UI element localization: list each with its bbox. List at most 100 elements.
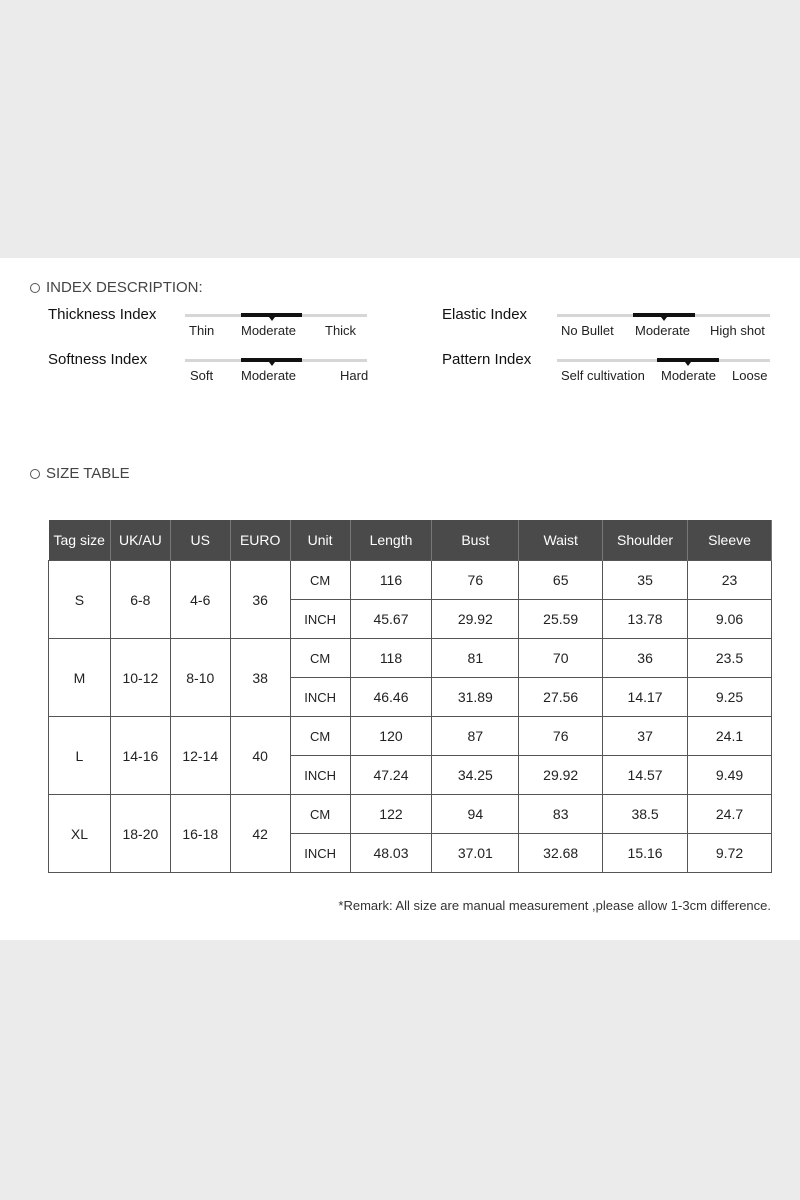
- cell-cm: 23: [687, 560, 772, 600]
- cell-inch: 9.06: [687, 599, 772, 639]
- cell-cm: 76: [431, 560, 520, 600]
- index-name: Elastic Index: [442, 306, 528, 323]
- cell-cm: 120: [349, 716, 433, 756]
- index-marker: [241, 358, 302, 366]
- index-name: Thickness Index: [48, 306, 157, 323]
- column-header: Shoulder: [602, 520, 689, 561]
- cell-cm: 24.1: [687, 716, 772, 756]
- cell-tag: S: [48, 560, 111, 639]
- cell-cm: 94: [431, 794, 520, 834]
- table-row: XL 18-20 16-18 42 CM 122 94 83 38.5 24.7: [48, 794, 772, 873]
- cell-inch: 27.56: [518, 677, 604, 717]
- index-section-header: INDEX DESCRIPTION:: [30, 279, 203, 296]
- index-marker: [241, 313, 302, 321]
- cell-tag: XL: [48, 794, 111, 873]
- cell-inch: 13.78: [602, 599, 689, 639]
- cell-inch: 29.92: [518, 755, 604, 795]
- index-scale: [557, 358, 770, 366]
- column-header: Length: [350, 520, 433, 561]
- table-row: INCH 46.46 31.89 27.56 14.17 9.25: [49, 677, 772, 717]
- table-row: INCH 47.24 34.25 29.92 14.57 9.49: [49, 755, 772, 795]
- cell-unit: INCH: [289, 755, 351, 795]
- table-row: INCH 45.67 29.92 25.59 13.78 9.06: [49, 599, 772, 639]
- cell-cm: 116: [349, 560, 433, 600]
- column-header: Sleeve: [687, 520, 772, 561]
- column-header: Unit: [290, 520, 351, 561]
- cell-cm: 65: [518, 560, 604, 600]
- size-section-title: SIZE TABLE: [46, 465, 130, 482]
- remark-note: *Remark: All size are manual measurement…: [338, 898, 771, 913]
- index-option: Thin: [189, 323, 215, 338]
- cell-unit: INCH: [289, 833, 351, 873]
- cell-inch: 34.25: [431, 755, 520, 795]
- index-name: Softness Index: [48, 351, 148, 368]
- cell-cm: 24.7: [687, 794, 772, 834]
- cell-us: 8-10: [169, 638, 231, 717]
- index-option: Self cultivation: [561, 368, 645, 383]
- cell-euro: 40: [229, 716, 291, 795]
- cell-inch: 15.16: [602, 833, 689, 873]
- size-table: Tag size UK/AU US EURO Unit Length Bust Waist Sh…: [48, 520, 772, 873]
- column-header: UK/AU: [110, 520, 171, 561]
- cell-unit: INCH: [289, 599, 351, 639]
- cell-inch: 45.67: [349, 599, 433, 639]
- cell-unit: CM: [289, 560, 351, 600]
- index-option: Thick: [325, 323, 357, 338]
- cell-uk: 6-8: [109, 560, 171, 639]
- table-row: INCH 48.03 37.01 32.68 15.16 9.72: [49, 833, 772, 873]
- column-header: Waist: [518, 520, 604, 561]
- cell-cm: 118: [349, 638, 433, 678]
- index-marker: [633, 313, 695, 321]
- cell-us: 4-6: [169, 560, 231, 639]
- column-header: US: [170, 520, 231, 561]
- cell-inch: 48.03: [349, 833, 433, 873]
- cell-cm: 23.5: [687, 638, 772, 678]
- cell-inch: 9.49: [687, 755, 772, 795]
- index-option: Loose: [732, 368, 768, 383]
- cell-cm: 36: [602, 638, 689, 678]
- index-option: Hard: [340, 368, 369, 383]
- cell-inch: 14.57: [602, 755, 689, 795]
- cell-unit: CM: [289, 794, 351, 834]
- cell-us: 16-18: [169, 794, 231, 873]
- cell-unit: INCH: [289, 677, 351, 717]
- cell-tag: M: [48, 638, 111, 717]
- cell-cm: 83: [518, 794, 604, 834]
- circle-bullet-icon: [30, 282, 40, 293]
- cell-cm: 122: [349, 794, 433, 834]
- index-option: Soft: [190, 368, 214, 383]
- cell-cm: 81: [431, 638, 520, 678]
- index-scale: [185, 358, 367, 366]
- column-header: Bust: [431, 520, 520, 561]
- cell-inch: 31.89: [431, 677, 520, 717]
- index-option: Moderate: [241, 323, 296, 338]
- column-header: Tag size: [48, 520, 111, 561]
- cell-unit: CM: [289, 716, 351, 756]
- cell-inch: 25.59: [518, 599, 604, 639]
- column-header: EURO: [230, 520, 291, 561]
- index-option: No Bullet: [561, 323, 614, 338]
- cell-cm: 76: [518, 716, 604, 756]
- cell-cm: 87: [431, 716, 520, 756]
- cell-euro: 36: [229, 560, 291, 639]
- cell-uk: 10-12: [109, 638, 171, 717]
- cell-inch: 37.01: [431, 833, 520, 873]
- index-option: Moderate: [635, 323, 690, 338]
- cell-cm: 35: [602, 560, 689, 600]
- cell-inch: 47.24: [349, 755, 433, 795]
- cell-uk: 14-16: [109, 716, 171, 795]
- cell-uk: 18-20: [109, 794, 171, 873]
- cell-inch: 29.92: [431, 599, 520, 639]
- cell-cm: 38.5: [602, 794, 689, 834]
- cell-unit: CM: [289, 638, 351, 678]
- cell-inch: 32.68: [518, 833, 604, 873]
- cell-us: 12-14: [169, 716, 231, 795]
- cell-euro: 42: [229, 794, 291, 873]
- cell-euro: 38: [229, 638, 291, 717]
- index-scale: [185, 313, 367, 321]
- index-section-title: INDEX DESCRIPTION:: [46, 279, 203, 296]
- index-option: High shot: [710, 323, 765, 338]
- cell-inch: 9.72: [687, 833, 772, 873]
- table-row: M 10-12 8-10 38 CM 118 81 70 36 23.5: [48, 638, 772, 717]
- index-option: Moderate: [661, 368, 716, 383]
